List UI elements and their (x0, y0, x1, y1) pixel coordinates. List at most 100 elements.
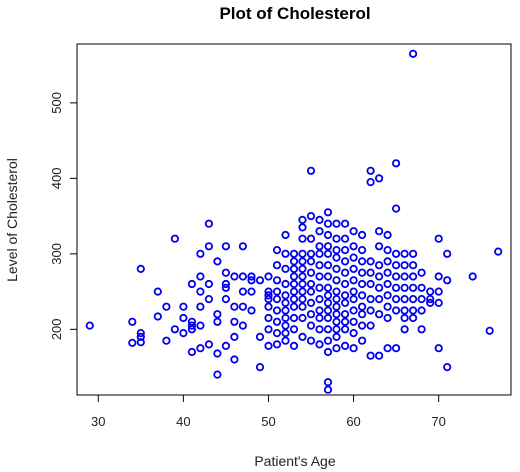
data-point (323, 347, 333, 357)
data-point (272, 317, 282, 326)
data-point (374, 227, 384, 236)
data-point (230, 272, 239, 281)
data-point (391, 294, 401, 304)
data-point (468, 272, 477, 281)
data-point (366, 257, 375, 266)
data-point (221, 268, 230, 277)
data-point (179, 302, 188, 311)
data-point (298, 257, 307, 266)
data-point (323, 219, 333, 228)
data-point (306, 336, 316, 345)
data-point (204, 294, 213, 304)
data-point (136, 338, 145, 347)
data-point (221, 283, 230, 292)
data-point (289, 279, 299, 289)
data-point (289, 325, 299, 334)
data-point (187, 325, 196, 334)
data-point (323, 313, 333, 323)
data-point (281, 306, 290, 315)
data-point (408, 306, 418, 315)
data-point (281, 336, 290, 345)
data-point (374, 242, 384, 251)
data-point (298, 279, 307, 289)
data-point (179, 313, 188, 323)
data-point (383, 302, 392, 311)
chart-title: Plot of Cholesterol (219, 4, 370, 23)
data-point (281, 249, 290, 258)
data-point (289, 294, 299, 304)
data-point (417, 306, 426, 315)
data-point (213, 317, 222, 326)
data-point (400, 261, 409, 270)
data-point (238, 272, 247, 281)
data-point (349, 227, 358, 236)
x-tick-label: 60 (346, 414, 360, 429)
data-points (85, 49, 503, 394)
data-point (306, 249, 316, 258)
data-point (221, 294, 230, 304)
data-point (417, 268, 426, 277)
y-tick-label: 300 (49, 243, 64, 265)
data-point (315, 272, 324, 281)
data-point (213, 257, 222, 266)
data-point (332, 310, 341, 319)
data-point (298, 332, 307, 341)
data-point (332, 219, 341, 228)
data-point (443, 249, 452, 258)
data-point (230, 302, 239, 311)
data-point (298, 249, 307, 258)
data-point (349, 344, 358, 353)
data-point (298, 294, 307, 304)
data-point (340, 341, 350, 350)
data-point (434, 298, 443, 307)
data-point (366, 166, 375, 175)
data-point (340, 234, 350, 243)
data-point (426, 287, 435, 296)
data-point (247, 272, 256, 281)
data-point (391, 283, 401, 292)
data-point (340, 317, 350, 326)
data-point (443, 276, 452, 285)
data-point (340, 257, 350, 266)
data-point (332, 332, 341, 341)
data-point (349, 294, 358, 304)
data-point (136, 332, 145, 341)
x-tick-label: 30 (91, 414, 105, 429)
data-point (417, 325, 426, 334)
data-point (357, 291, 367, 300)
x-tick-label: 50 (261, 414, 275, 429)
data-point (306, 279, 316, 289)
data-point (332, 302, 341, 311)
data-point (315, 215, 324, 224)
data-point (272, 306, 282, 315)
y-tick-label: 400 (49, 168, 64, 190)
data-point (221, 242, 230, 251)
data-point (391, 306, 401, 315)
y-tick-label: 500 (49, 92, 64, 114)
data-point (349, 264, 358, 273)
data-point (408, 261, 418, 270)
data-point (272, 294, 282, 304)
data-point (391, 204, 401, 213)
data-point (315, 283, 324, 292)
data-point (264, 302, 273, 311)
data-point (213, 310, 222, 319)
data-point (136, 328, 145, 338)
data-point (162, 336, 171, 345)
data-point (315, 242, 324, 251)
data-point (196, 321, 205, 330)
y-tick-label: 200 (49, 318, 64, 340)
data-point (408, 249, 418, 258)
data-point (357, 302, 367, 311)
data-point (272, 246, 282, 255)
data-point (366, 321, 375, 330)
data-point (323, 306, 333, 315)
data-point (374, 294, 384, 304)
data-point (383, 313, 392, 323)
data-point (357, 268, 367, 277)
data-point (204, 340, 213, 349)
data-point (391, 261, 401, 270)
data-point (366, 294, 375, 304)
data-point (383, 268, 392, 277)
data-point (374, 272, 384, 281)
